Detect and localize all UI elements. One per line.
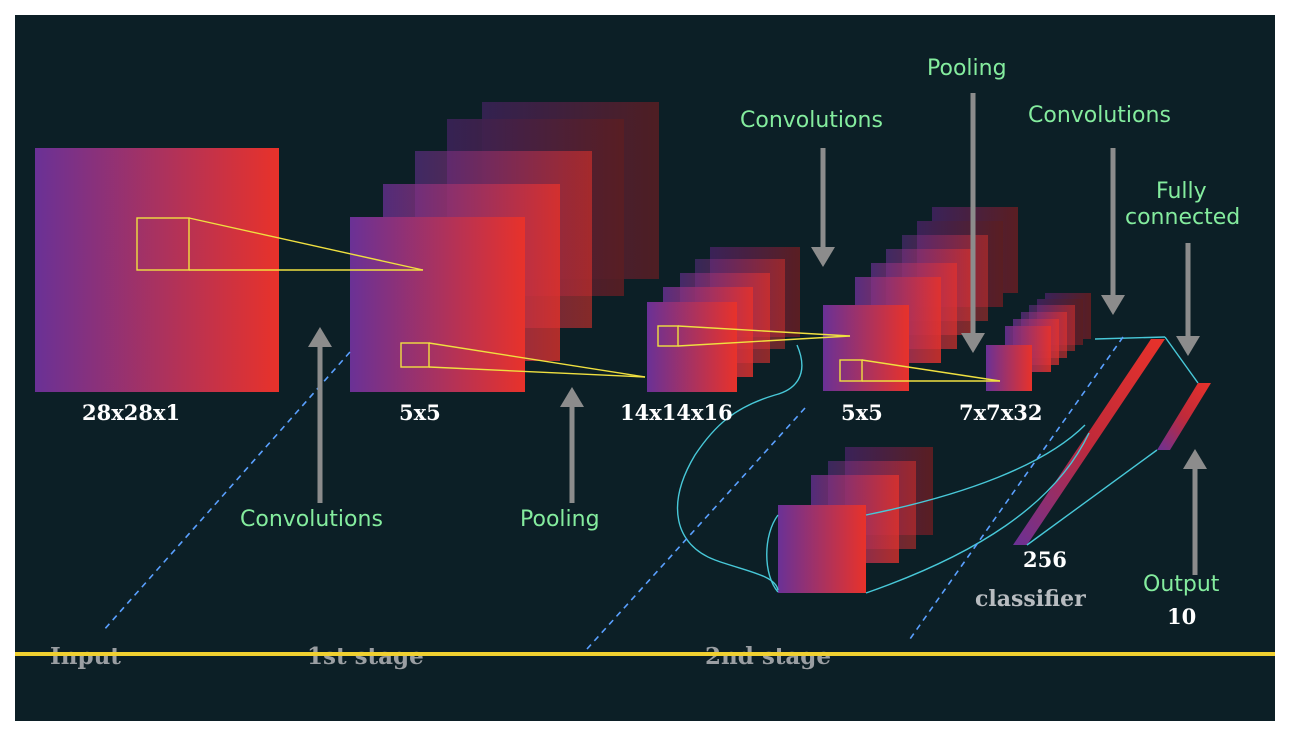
label-output-count: 10 — [1167, 604, 1196, 629]
arrows — [308, 93, 1207, 575]
arrow-pool1-head — [560, 387, 584, 407]
label-input-dim: 28x28x1 — [82, 400, 180, 425]
baseline — [15, 652, 1275, 656]
fully-connected-bar — [1013, 339, 1165, 545]
label-conv1: Convolutions — [240, 507, 383, 532]
arrow-conv3-head — [1101, 295, 1125, 315]
stage-boundaries — [102, 336, 1124, 650]
arrow-fc-head — [1176, 336, 1200, 356]
label-conv3: Convolutions — [1028, 103, 1171, 128]
arrow-conv1-head — [308, 327, 332, 347]
label-kernel1: 5x5 — [399, 400, 441, 425]
label-fc-line2: connected — [1125, 205, 1240, 230]
feature-map-stack-1 — [350, 102, 659, 392]
label-kernel2: 5x5 — [841, 400, 883, 425]
arrow-pool2-head — [961, 333, 985, 353]
connector-lines — [676, 336, 1199, 594]
stage-first: 1st stage — [307, 643, 424, 670]
diagram-svg: 28x28x1 5x5 14x14x16 5x5 7x7x32 256 10 C… — [15, 15, 1275, 721]
arrow-output-head — [1183, 449, 1207, 469]
output-bar — [1157, 383, 1211, 450]
receptive-field-lines — [136, 217, 1001, 382]
stage-input: Input — [50, 643, 121, 670]
feature-map-stack-4 — [986, 293, 1091, 391]
arrow-conv2-head — [811, 247, 835, 267]
label-pooled1: 14x14x16 — [620, 400, 733, 425]
cnn-diagram: 28x28x1 5x5 14x14x16 5x5 7x7x32 256 10 C… — [15, 15, 1275, 721]
label-pool1: Pooling — [520, 507, 600, 532]
label-fc-line1: Fully — [1156, 179, 1207, 204]
label-conv2: Convolutions — [740, 108, 883, 133]
label-fc-size: 256 — [1023, 547, 1067, 572]
label-classifier: classifier — [975, 586, 1086, 612]
magnified-stack — [778, 447, 933, 593]
label-pool2: Pooling — [927, 56, 1007, 81]
label-pooled2: 7x7x32 — [959, 400, 1043, 425]
label-output: Output — [1143, 572, 1220, 597]
stage-second: 2nd stage — [705, 643, 831, 670]
